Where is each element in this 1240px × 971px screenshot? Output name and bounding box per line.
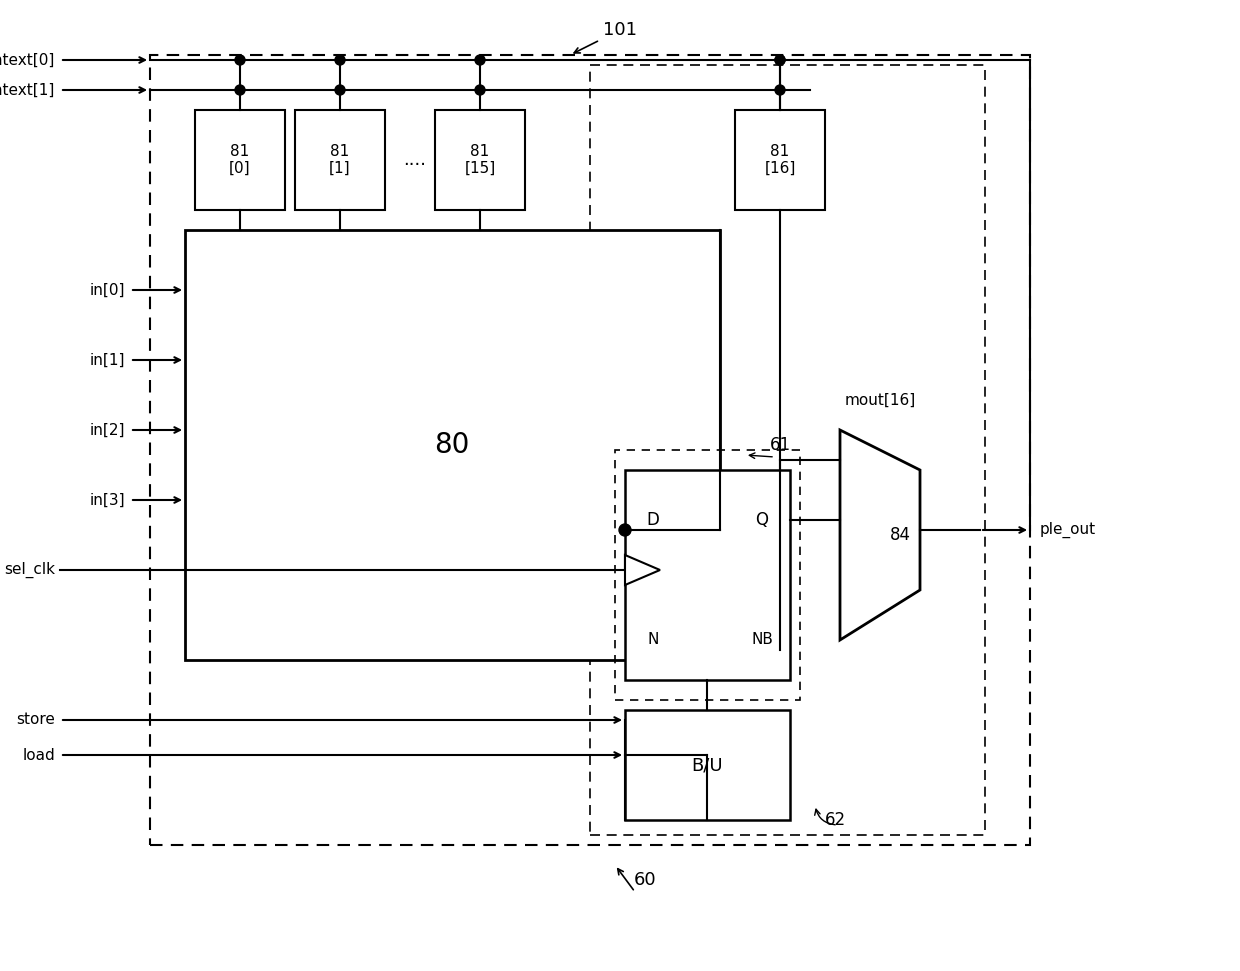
Bar — [625, 470, 790, 680]
Text: 81
[0]: 81 [0] — [229, 144, 250, 176]
Polygon shape — [839, 430, 920, 640]
Text: 81
[16]: 81 [16] — [764, 144, 796, 176]
Text: 80: 80 — [434, 431, 470, 459]
Bar — [195, 110, 285, 210]
Bar — [590, 65, 985, 835]
Circle shape — [475, 85, 485, 95]
Bar — [735, 110, 825, 210]
Text: 81
[1]: 81 [1] — [329, 144, 351, 176]
Text: 101: 101 — [603, 21, 637, 39]
Polygon shape — [625, 555, 660, 585]
Bar — [295, 110, 384, 210]
Text: store: store — [16, 713, 55, 727]
Text: 61: 61 — [770, 436, 791, 454]
Text: in[0]: in[0] — [89, 283, 125, 297]
Text: 62: 62 — [825, 811, 846, 829]
Circle shape — [775, 55, 785, 65]
Bar — [150, 55, 1030, 845]
Text: in[1]: in[1] — [89, 352, 125, 367]
Bar — [185, 230, 720, 660]
Circle shape — [236, 85, 246, 95]
Text: ple_out: ple_out — [1040, 521, 1096, 538]
Text: NB: NB — [751, 632, 773, 648]
Text: context[0]: context[0] — [0, 52, 55, 68]
Text: in[2]: in[2] — [89, 422, 125, 438]
Circle shape — [236, 55, 246, 65]
Bar — [435, 110, 525, 210]
Text: mout[16]: mout[16] — [844, 392, 916, 408]
Circle shape — [775, 55, 785, 65]
Circle shape — [335, 55, 345, 65]
Text: 60: 60 — [634, 871, 656, 889]
Circle shape — [335, 85, 345, 95]
Text: Q: Q — [755, 511, 769, 529]
Text: ....: .... — [403, 151, 427, 169]
Circle shape — [775, 85, 785, 95]
Text: D: D — [646, 511, 660, 529]
Text: load: load — [22, 748, 55, 762]
Text: B/U: B/U — [691, 756, 723, 774]
Circle shape — [619, 524, 631, 536]
Circle shape — [475, 55, 485, 65]
Bar — [625, 710, 790, 820]
Bar — [615, 450, 800, 700]
Text: 81
[15]: 81 [15] — [464, 144, 496, 176]
Text: sel_clk: sel_clk — [4, 562, 55, 578]
Text: in[3]: in[3] — [89, 492, 125, 508]
Text: 84: 84 — [889, 526, 910, 544]
Text: N: N — [647, 632, 658, 648]
Text: context[1]: context[1] — [0, 83, 55, 97]
